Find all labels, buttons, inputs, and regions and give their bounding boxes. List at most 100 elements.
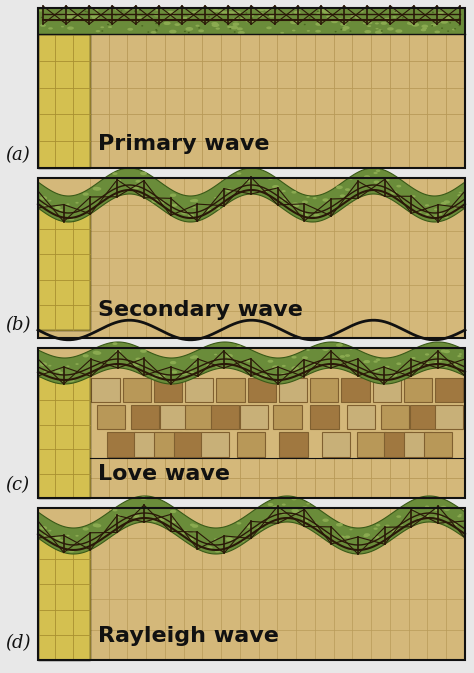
Ellipse shape [390,373,397,377]
Ellipse shape [440,12,444,14]
Ellipse shape [338,18,342,20]
Ellipse shape [134,10,136,12]
Ellipse shape [190,20,192,21]
Bar [38,348,465,498]
Ellipse shape [170,194,176,197]
Ellipse shape [374,172,378,174]
Ellipse shape [206,209,213,212]
Ellipse shape [431,24,437,26]
Ellipse shape [315,22,322,26]
Ellipse shape [66,535,70,536]
Bar [201,432,229,456]
Ellipse shape [292,509,299,513]
Ellipse shape [133,363,140,366]
Ellipse shape [304,24,306,26]
Ellipse shape [457,516,461,518]
Ellipse shape [153,13,160,17]
Bar [185,405,213,429]
Ellipse shape [435,30,440,34]
Ellipse shape [260,12,264,14]
Ellipse shape [152,199,158,203]
Ellipse shape [454,206,459,209]
Ellipse shape [313,522,317,524]
Ellipse shape [195,25,200,27]
Ellipse shape [169,30,177,34]
Ellipse shape [454,523,459,526]
Ellipse shape [140,349,147,353]
Ellipse shape [349,348,353,350]
Bar [424,432,452,456]
Ellipse shape [198,370,202,372]
Ellipse shape [155,29,157,30]
Ellipse shape [364,175,370,178]
Ellipse shape [256,190,263,193]
Ellipse shape [440,20,448,24]
Ellipse shape [395,29,402,33]
Ellipse shape [267,15,269,16]
Ellipse shape [206,546,213,549]
Text: (c): (c) [5,476,29,494]
Ellipse shape [55,18,59,20]
Ellipse shape [224,21,226,22]
Ellipse shape [136,180,141,182]
Ellipse shape [452,29,456,30]
Bar [97,405,126,429]
Ellipse shape [340,29,342,30]
Ellipse shape [349,548,354,551]
Ellipse shape [282,503,286,505]
Ellipse shape [436,12,444,16]
Ellipse shape [237,28,243,30]
Ellipse shape [380,17,383,19]
Ellipse shape [128,28,133,31]
Ellipse shape [237,172,241,175]
Ellipse shape [345,354,350,357]
Ellipse shape [374,528,378,530]
Ellipse shape [352,15,355,16]
Ellipse shape [313,362,317,364]
Bar [279,378,307,402]
Ellipse shape [155,23,157,24]
Ellipse shape [108,26,112,28]
Ellipse shape [437,515,442,518]
Ellipse shape [367,22,373,24]
Ellipse shape [158,25,160,26]
Ellipse shape [181,371,189,376]
Ellipse shape [75,202,79,204]
Ellipse shape [411,507,416,509]
Ellipse shape [234,31,236,33]
Ellipse shape [190,199,195,202]
Ellipse shape [301,211,306,214]
Ellipse shape [100,26,104,28]
Ellipse shape [459,192,462,193]
Ellipse shape [69,13,76,16]
Bar [38,178,465,338]
Ellipse shape [314,363,319,366]
Ellipse shape [101,30,103,32]
Ellipse shape [292,497,297,500]
Ellipse shape [313,507,317,509]
Ellipse shape [390,190,397,194]
Ellipse shape [170,211,174,213]
Ellipse shape [251,17,253,19]
Bar [154,432,182,456]
Ellipse shape [190,356,195,359]
Ellipse shape [214,538,217,540]
Ellipse shape [375,30,383,34]
Ellipse shape [164,22,171,25]
Ellipse shape [434,509,438,511]
Ellipse shape [222,11,229,15]
Bar [131,405,159,429]
Ellipse shape [302,506,308,509]
Ellipse shape [136,20,139,22]
Ellipse shape [112,172,118,175]
Text: Rayleigh wave: Rayleigh wave [98,626,279,646]
Text: Secondary wave: Secondary wave [98,300,303,320]
Ellipse shape [160,19,164,20]
Ellipse shape [444,350,450,353]
Ellipse shape [441,349,447,353]
Ellipse shape [44,205,49,207]
Ellipse shape [246,21,249,22]
Ellipse shape [292,30,295,32]
Ellipse shape [211,22,218,26]
Ellipse shape [93,14,99,17]
